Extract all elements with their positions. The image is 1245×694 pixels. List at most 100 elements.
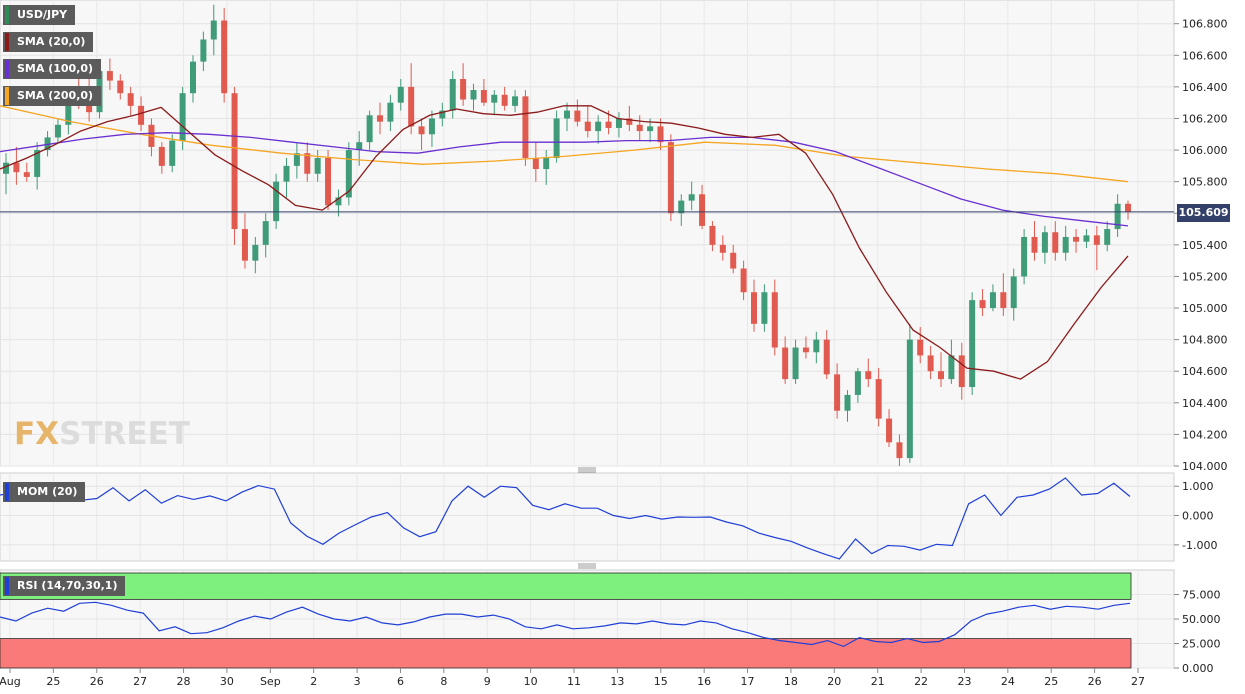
candle	[210, 4, 217, 56]
candle	[377, 102, 383, 135]
price-tick-label: 106.400	[1182, 81, 1228, 94]
momentum-tick-label: 0.000	[1182, 510, 1214, 523]
candle-body	[512, 96, 519, 106]
candle-body	[657, 126, 664, 143]
candle-body	[969, 300, 976, 388]
candle	[906, 323, 913, 463]
candle-body	[210, 20, 217, 40]
legend-sma20[interactable]: SMA (20,0)	[3, 32, 94, 52]
candle	[13, 146, 20, 185]
candle	[740, 260, 747, 301]
candle	[117, 74, 124, 100]
candle-body	[948, 355, 955, 380]
candle	[1041, 225, 1048, 264]
legend-sma200-label: SMA (200,0)	[17, 89, 94, 102]
legend-symbol[interactable]: USD/JPY	[3, 5, 76, 25]
price-tick-label: 106.800	[1182, 18, 1228, 31]
candle-body	[719, 244, 726, 253]
candle-body	[906, 339, 913, 459]
candle	[709, 221, 716, 252]
candle	[1114, 194, 1121, 237]
candle-body	[221, 20, 228, 94]
candle	[262, 213, 269, 258]
candle-body	[138, 105, 145, 125]
candle-body	[408, 86, 415, 127]
sma200-line	[0, 105, 1129, 183]
candle-body	[626, 118, 633, 125]
legend-sma100[interactable]: SMA (100,0)	[3, 59, 102, 79]
candle-body	[449, 78, 456, 111]
momentum-line	[0, 477, 1131, 560]
candle-body	[730, 252, 737, 269]
candle-body	[470, 90, 477, 100]
candle	[958, 342, 965, 400]
candle	[501, 86, 508, 111]
candle	[771, 279, 778, 356]
candle	[688, 181, 695, 211]
candle-body	[366, 115, 373, 143]
candle-body	[854, 371, 861, 395]
time-tick-label: 16	[697, 675, 711, 688]
candle	[470, 83, 477, 111]
candle	[751, 279, 757, 332]
candle-body	[927, 355, 934, 372]
legend-momentum-label: MOM (20)	[17, 485, 78, 498]
rsi-line	[0, 601, 1131, 648]
candle-body	[480, 90, 487, 103]
rsi-swatch	[5, 577, 9, 595]
price-tick-label: 104.000	[1182, 460, 1228, 473]
time-tick-label: 27	[1131, 675, 1145, 688]
candle-body	[252, 244, 259, 261]
candle-body	[387, 102, 394, 122]
candle-body	[647, 126, 654, 132]
panel-resize-handle-1[interactable]	[578, 467, 596, 473]
legend-rsi-label: RSI (14,70,30,1)	[17, 579, 118, 592]
price-tick-label: 105.800	[1182, 176, 1228, 189]
candle	[1010, 268, 1017, 321]
time-tick-label: 3	[354, 675, 361, 688]
candle	[813, 331, 820, 364]
grid-layer	[0, 0, 1174, 669]
candle	[678, 194, 685, 226]
legend-sma200[interactable]: SMA (200,0)	[3, 86, 102, 106]
candle-body	[1073, 236, 1080, 242]
candle	[127, 86, 134, 116]
indicator-layer	[0, 477, 1131, 648]
legend-momentum[interactable]: MOM (20)	[3, 482, 86, 502]
candle-body	[709, 225, 716, 245]
candle	[1083, 229, 1090, 249]
sma-layer	[0, 105, 1174, 380]
candle	[34, 142, 41, 190]
candle-body	[896, 442, 903, 459]
candle	[439, 102, 446, 127]
candle-body	[761, 292, 768, 324]
candle-body	[740, 268, 747, 293]
candle	[366, 110, 373, 151]
candle	[574, 99, 581, 127]
symbol-swatch	[5, 6, 9, 24]
candle-body	[65, 93, 72, 125]
candle-body	[314, 157, 321, 174]
panel-resize-handle-2[interactable]	[578, 563, 596, 569]
sma20-swatch	[5, 33, 9, 51]
candle	[304, 142, 311, 182]
candle	[553, 110, 560, 163]
candle-body	[802, 347, 809, 353]
candle-body	[190, 61, 196, 94]
candle-body	[1000, 292, 1007, 309]
candle	[584, 105, 591, 138]
candle-body	[460, 78, 467, 100]
candle	[564, 102, 570, 132]
candle	[730, 244, 737, 274]
candle	[418, 118, 425, 151]
price-tick-label: 104.600	[1182, 365, 1228, 378]
candle-body	[325, 157, 332, 206]
candle	[3, 153, 9, 195]
candle	[1000, 273, 1007, 316]
legend-rsi[interactable]: RSI (14,70,30,1)	[3, 576, 126, 596]
candle	[875, 368, 882, 427]
candle	[54, 118, 61, 144]
candle-body	[543, 157, 550, 170]
candle-body	[241, 229, 248, 261]
candle-body	[335, 197, 342, 206]
